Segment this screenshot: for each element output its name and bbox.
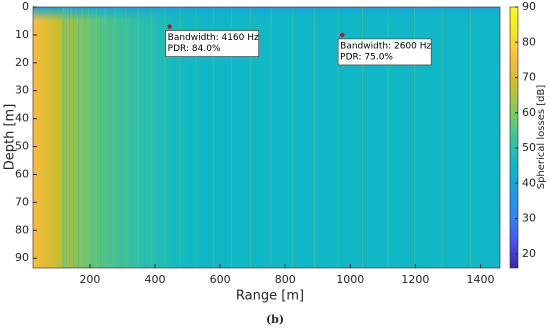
y-tick-label: 70 (15, 195, 29, 208)
heatmap-top (33, 7, 500, 21)
y-axis-label: Depth [m] (3, 104, 18, 171)
x-tick-label: 200 (79, 273, 100, 286)
annotation-text: PDR: 84.0% (168, 44, 221, 54)
y-tick-label: 10 (15, 28, 29, 41)
x-tick-label: 1400 (466, 273, 494, 286)
x-axis-label: Range [m] (236, 289, 304, 304)
annotation-text: PDR: 75.0% (340, 52, 393, 62)
x-tick-label: 800 (275, 273, 296, 286)
colorbar-tick-label: 50 (522, 141, 536, 154)
y-tick-label: 40 (15, 112, 29, 125)
y-tick-label: 0 (22, 0, 29, 13)
y-tick-label: 90 (15, 251, 29, 264)
x-tick-label: 600 (210, 273, 231, 286)
colorbar-tick-label: 60 (522, 106, 536, 119)
x-tick-label: 1000 (336, 273, 364, 286)
colorbar-tick-label: 20 (522, 247, 536, 260)
y-tick-label: 20 (15, 56, 29, 69)
annotation-text: Bandwidth: 2600 Hz (340, 41, 431, 51)
data-point (339, 32, 345, 38)
plot-frame (32, 6, 501, 269)
y-tick-label: 30 (15, 84, 29, 97)
annotation-text: Bandwidth: 4160 Hz (168, 33, 259, 43)
annotation-box (165, 30, 259, 57)
y-tick-label: 60 (15, 167, 29, 180)
colorbar-tick-label: 70 (522, 71, 536, 84)
colorbar-tick-label: 40 (522, 176, 536, 189)
colorbar-tick-label: 90 (522, 0, 536, 13)
colorbar-tick-label: 80 (522, 35, 536, 48)
data-point (167, 24, 172, 29)
caption: (b) (266, 313, 284, 326)
colorbar-tick-label: 30 (522, 212, 536, 225)
y-tick-label: 50 (15, 140, 29, 153)
colorbar-label: Spherical losses [dB] (536, 85, 547, 190)
x-tick-label: 1200 (401, 273, 429, 286)
x-tick-label: 400 (145, 273, 166, 286)
annotation-box (337, 38, 432, 66)
colorbar (509, 6, 519, 269)
y-tick-label: 80 (15, 223, 29, 236)
